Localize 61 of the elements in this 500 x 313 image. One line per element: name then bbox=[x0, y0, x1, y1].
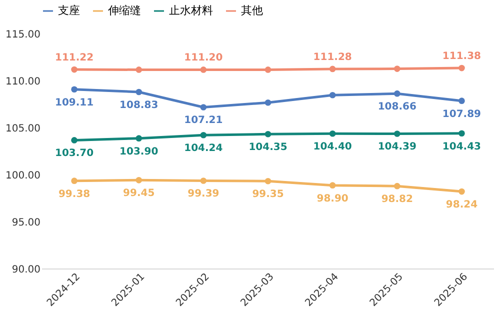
legend-label: 支座 bbox=[58, 4, 80, 17]
data-label: 104.24 bbox=[184, 143, 223, 154]
point bbox=[136, 66, 142, 73]
data-label: 99.38 bbox=[58, 188, 90, 200]
y-tick-label: 90.00 bbox=[12, 264, 40, 276]
point bbox=[458, 64, 465, 72]
point bbox=[264, 66, 272, 73]
point bbox=[264, 178, 272, 184]
point bbox=[264, 99, 272, 106]
data-label: 99.39 bbox=[188, 188, 220, 200]
data-label: 104.35 bbox=[248, 142, 288, 154]
point bbox=[136, 177, 142, 184]
data-label: 111.22 bbox=[54, 52, 94, 64]
data-label: 107.89 bbox=[442, 108, 482, 120]
point bbox=[71, 137, 78, 144]
point bbox=[200, 132, 207, 138]
data-label: 99.35 bbox=[252, 189, 284, 200]
point bbox=[329, 92, 336, 98]
data-label: 103.90 bbox=[120, 146, 158, 158]
y-tick-label: 105.00 bbox=[6, 124, 40, 134]
data-label: 107.21 bbox=[184, 115, 223, 126]
y-tick-label: 100.00 bbox=[6, 170, 40, 182]
point bbox=[458, 188, 465, 195]
data-label: 111.38 bbox=[442, 51, 482, 62]
point bbox=[200, 178, 207, 184]
data-label: 104.43 bbox=[442, 141, 482, 152]
point bbox=[264, 130, 272, 138]
point bbox=[458, 98, 465, 104]
point bbox=[394, 130, 400, 137]
data-label: 103.70 bbox=[54, 148, 94, 160]
data-label: 104.40 bbox=[313, 142, 352, 153]
data-label: 111.20 bbox=[184, 52, 223, 64]
data-label: 98.90 bbox=[316, 193, 348, 204]
data-label: 108.66 bbox=[378, 102, 416, 113]
point bbox=[394, 66, 400, 72]
data-label: 98.82 bbox=[381, 194, 413, 206]
point bbox=[200, 104, 207, 110]
y-tick-label: 115.00 bbox=[6, 30, 40, 40]
y-tick-label: 110.00 bbox=[6, 76, 40, 88]
data-label: 111.28 bbox=[313, 52, 352, 63]
legend-label: 其他 bbox=[241, 4, 263, 17]
legend-label: 止水材料 bbox=[169, 4, 213, 17]
point bbox=[329, 66, 336, 72]
data-label: 99.45 bbox=[123, 188, 155, 200]
point bbox=[329, 182, 336, 188]
data-label: 98.24 bbox=[446, 200, 478, 211]
point bbox=[136, 135, 142, 142]
legend-label: 伸缩缝 bbox=[108, 4, 141, 17]
point bbox=[200, 66, 207, 73]
point bbox=[458, 130, 465, 137]
data-label: 109.11 bbox=[54, 97, 94, 108]
point bbox=[71, 86, 78, 93]
point bbox=[71, 66, 78, 73]
point bbox=[329, 130, 336, 137]
data-label: 104.39 bbox=[378, 142, 416, 153]
point bbox=[71, 178, 78, 184]
data-label: 108.83 bbox=[120, 100, 158, 111]
point bbox=[394, 182, 400, 190]
point bbox=[136, 88, 142, 96]
y-tick-label: 95.00 bbox=[12, 218, 40, 228]
point bbox=[394, 90, 400, 97]
